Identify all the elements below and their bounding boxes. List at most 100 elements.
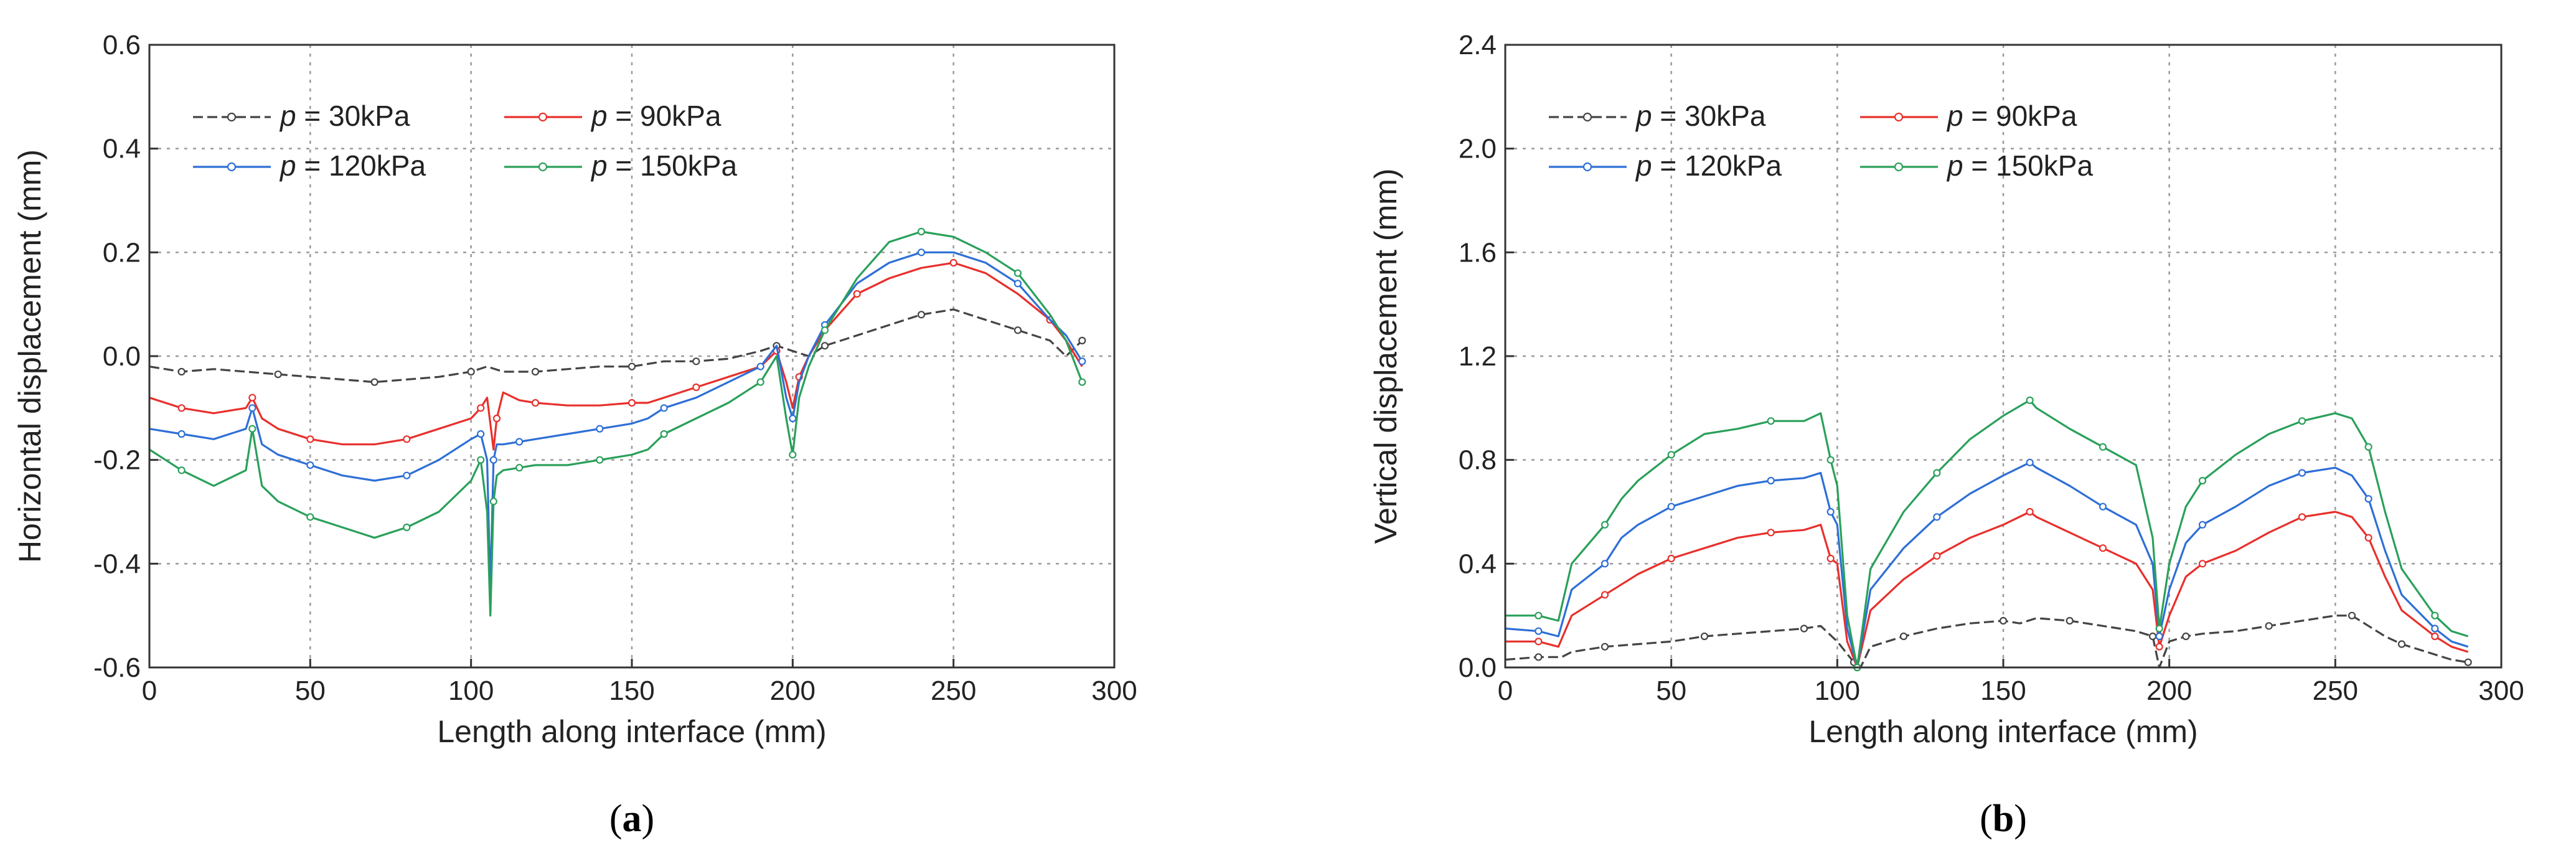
legend-p-value: = 150kPa xyxy=(1963,149,2094,182)
legend-p-value: = 120kPa xyxy=(296,149,426,182)
data-point xyxy=(1826,554,1835,563)
data-point xyxy=(596,425,604,433)
legend-marker-1 xyxy=(1582,112,1592,122)
data-point xyxy=(2298,417,2306,425)
panel-letter: b xyxy=(1993,798,2014,840)
series-line-3 xyxy=(149,251,1083,591)
data-point xyxy=(1826,507,1835,516)
data-point xyxy=(2198,476,2207,485)
legend-label-2: p = 90kPa xyxy=(590,100,722,132)
data-point xyxy=(1800,624,1808,633)
data-point xyxy=(248,394,256,402)
data-point xyxy=(531,367,540,376)
data-point xyxy=(1601,591,1609,599)
data-point xyxy=(2099,502,2107,511)
legend-p-value: = 120kPa xyxy=(1652,149,1782,182)
data-point xyxy=(489,456,497,464)
data-point xyxy=(2099,544,2107,552)
data-point xyxy=(1535,627,1543,635)
data-point xyxy=(477,430,485,438)
series-line-4 xyxy=(1505,399,2469,669)
legend-marker-2 xyxy=(538,112,548,122)
series-line-4 xyxy=(149,230,1083,617)
y-axis-label: Horizontal displacement (mm) xyxy=(12,149,47,563)
data-point xyxy=(692,383,700,392)
y-axis-label: Vertical displacement (mm) xyxy=(1368,169,1403,544)
data-point xyxy=(515,464,524,472)
legend-marker-3 xyxy=(1582,162,1592,172)
plot-frame xyxy=(148,44,1116,669)
y-tick-label: 2.0 xyxy=(1459,134,1497,164)
x-tick-label: 100 xyxy=(1815,676,1860,706)
data-point xyxy=(1078,357,1086,365)
x-tick-label: 250 xyxy=(931,676,976,706)
data-point xyxy=(2198,521,2207,529)
panel-paren-open: ( xyxy=(609,798,623,840)
y-tick-label: -0.2 xyxy=(93,445,141,476)
data-point xyxy=(917,311,926,319)
legend-p-symbol: p xyxy=(279,100,296,132)
data-point xyxy=(596,456,604,464)
data-point xyxy=(628,362,636,370)
legend-label-4: p = 150kPa xyxy=(1946,149,2093,182)
x-tick-label: 50 xyxy=(295,676,326,706)
legend-p-symbol: p xyxy=(279,149,296,182)
panel-paren-close: ) xyxy=(642,798,655,840)
data-point xyxy=(1899,632,1908,641)
data-point xyxy=(789,414,797,423)
data-point xyxy=(306,461,314,469)
data-point xyxy=(177,430,186,438)
x-tick-label: 50 xyxy=(1656,676,1686,706)
data-point xyxy=(1535,653,1543,661)
y-tick-label: 1.6 xyxy=(1459,237,1497,268)
legend-p-value: = 90kPa xyxy=(1963,100,2077,132)
y-tick-label: -0.4 xyxy=(93,549,141,579)
data-point xyxy=(1667,554,1675,563)
x-tick-label: 250 xyxy=(2313,676,2358,706)
legend-p-symbol: p xyxy=(1635,100,1652,132)
y-tick-label: -0.6 xyxy=(93,653,141,683)
x-tick-label: 0 xyxy=(142,676,157,706)
legend-p-symbol: p xyxy=(1946,100,1963,132)
legend-marker-3 xyxy=(227,162,237,172)
data-point xyxy=(1933,469,1941,477)
data-point xyxy=(1933,513,1941,521)
data-point xyxy=(1999,616,2008,625)
data-point xyxy=(1013,280,1022,288)
data-point xyxy=(692,357,700,365)
x-tick-label: 0 xyxy=(1498,676,1513,706)
data-point xyxy=(274,370,282,379)
data-point xyxy=(820,326,829,334)
y-tick-label: 0.4 xyxy=(1459,549,1497,579)
legend-p-value: = 90kPa xyxy=(608,100,722,132)
legend-label-2: p = 90kPa xyxy=(1946,100,2077,132)
data-point xyxy=(1667,451,1675,459)
y-tick-label: 0.0 xyxy=(103,341,141,372)
data-point xyxy=(2298,469,2306,477)
data-point xyxy=(477,404,485,412)
data-point xyxy=(2155,624,2163,633)
data-point xyxy=(403,523,411,532)
data-point xyxy=(489,497,497,506)
plot-frame xyxy=(1504,44,2503,669)
legend-p-value: = 150kPa xyxy=(608,149,738,182)
data-point xyxy=(789,451,797,459)
x-tick-label: 100 xyxy=(448,676,494,706)
data-point xyxy=(248,425,256,433)
legend-p-value: = 30kPa xyxy=(296,100,410,132)
legend-label-1: p = 30kPa xyxy=(1635,100,1766,132)
panel-paren-open: ( xyxy=(1980,798,1993,840)
data-point xyxy=(2431,632,2439,641)
panel-paren-close: ) xyxy=(2014,798,2027,840)
x-axis-label: Length along interface (mm) xyxy=(437,714,826,749)
data-point xyxy=(2431,611,2439,620)
data-point xyxy=(1933,552,1941,560)
y-tick-label: 2.4 xyxy=(1459,30,1497,60)
data-point xyxy=(1535,638,1543,646)
data-point xyxy=(306,435,314,443)
legend-marker-4 xyxy=(1894,162,1904,172)
legend-label-4: p = 150kPa xyxy=(590,149,737,182)
data-point xyxy=(531,398,540,407)
y-tick-label: 0.2 xyxy=(103,237,141,268)
